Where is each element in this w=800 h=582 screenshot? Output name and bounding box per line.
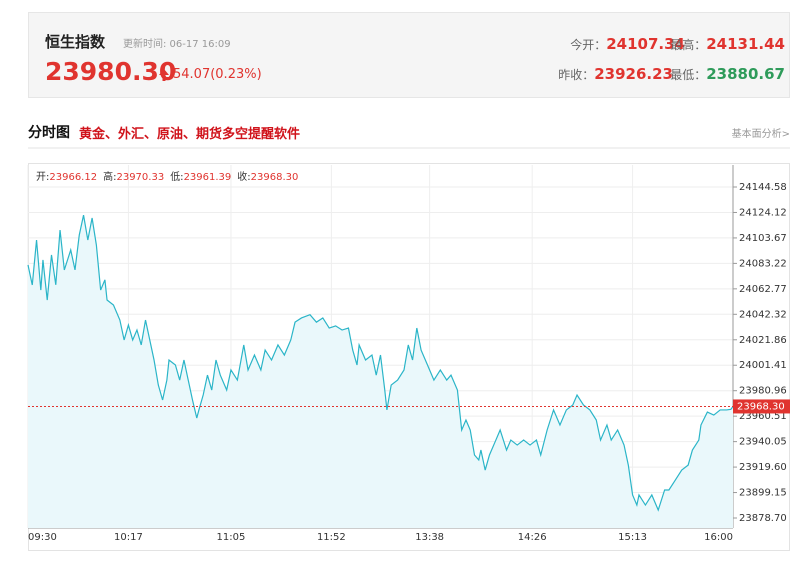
stat-label: 最低： xyxy=(670,68,707,82)
price-change: 54.07(0.23%) xyxy=(173,67,262,82)
y-tick-label: 23940.05 xyxy=(739,437,787,448)
x-tick-label: 13:38 xyxy=(415,532,444,543)
x-tick-label: 11:52 xyxy=(317,532,346,543)
ohlc-label: 收: xyxy=(237,170,250,183)
stat-label: 今开： xyxy=(570,38,607,52)
y-tick-label: 23919.60 xyxy=(739,462,787,473)
stat: 最低：23880.67 xyxy=(670,65,785,83)
stat: 昨收：23926.23 xyxy=(558,65,673,83)
x-tick-label: 11:05 xyxy=(217,532,246,543)
stat-value: 23880.67 xyxy=(706,65,785,83)
up-arrow xyxy=(159,69,169,81)
stat-value: 24131.44 xyxy=(706,35,785,53)
stat: 最高：24131.44 xyxy=(670,35,785,53)
last-price: 23980.30 xyxy=(45,57,177,86)
stat-label: 昨收： xyxy=(558,68,595,82)
chart-frame xyxy=(28,163,790,551)
ohlc-value: 23968.30 xyxy=(251,172,299,183)
y-tick-label: 23878.70 xyxy=(739,513,787,524)
y-tick-label: 23960.51 xyxy=(739,411,787,422)
x-tick-label: 15:13 xyxy=(618,532,647,543)
y-tick-label: 24001.41 xyxy=(739,360,787,371)
stat-value: 23926.23 xyxy=(594,65,673,83)
x-tick-label: 16:00 xyxy=(704,532,733,543)
ohlc-value: 23970.33 xyxy=(116,172,164,183)
stat-value: 24107.34 xyxy=(606,35,685,53)
x-tick-label: 14:26 xyxy=(518,532,547,543)
y-tick-label: 23899.15 xyxy=(739,488,787,499)
ohlc-label: 低: xyxy=(170,170,183,183)
update-time: 更新时间: 06-17 16:09 xyxy=(123,39,231,50)
y-tick-label: 24042.32 xyxy=(739,309,787,320)
y-tick-label: 24124.12 xyxy=(739,207,787,218)
x-tick-label: 09:30 xyxy=(28,532,57,543)
y-tick-label: 24021.86 xyxy=(739,335,787,346)
line xyxy=(27,214,734,512)
y-tick-label: 23980.96 xyxy=(739,386,787,397)
x-tick-label: 10:17 xyxy=(114,532,143,543)
promo-link[interactable]: 黄金、外汇、原油、期货多空提醒软件 xyxy=(79,127,301,142)
area xyxy=(28,215,733,528)
y-tick-label: 24144.58 xyxy=(739,182,787,193)
index-title: 恒生指数 xyxy=(45,33,106,51)
y-tick-label: 24083.22 xyxy=(739,258,787,269)
stat: 今开：24107.34 xyxy=(570,35,685,53)
y-tick-label: 24062.77 xyxy=(739,284,787,295)
ohlc-label: 高: xyxy=(103,170,116,183)
ohlc: 开:23966.12 高:23970.33 低:23961.39 收:23968.30 xyxy=(36,170,298,183)
ohlc-value: 23966.12 xyxy=(49,172,97,183)
stat-label: 最高： xyxy=(670,38,707,52)
analysis-link[interactable]: 基本面分析> xyxy=(731,129,790,140)
ref-label: 23968.30 xyxy=(737,401,785,412)
ref-label-bg xyxy=(733,399,790,414)
ohlc-label: 开: xyxy=(36,172,49,183)
section-title: 分时图 xyxy=(28,125,70,141)
ohlc-value: 23961.39 xyxy=(184,172,232,183)
y-tick-label: 24103.67 xyxy=(739,233,787,244)
quote-header: 恒生指数 更新时间: 06-17 16:09 23980.30 54.07(0.… xyxy=(28,12,790,98)
